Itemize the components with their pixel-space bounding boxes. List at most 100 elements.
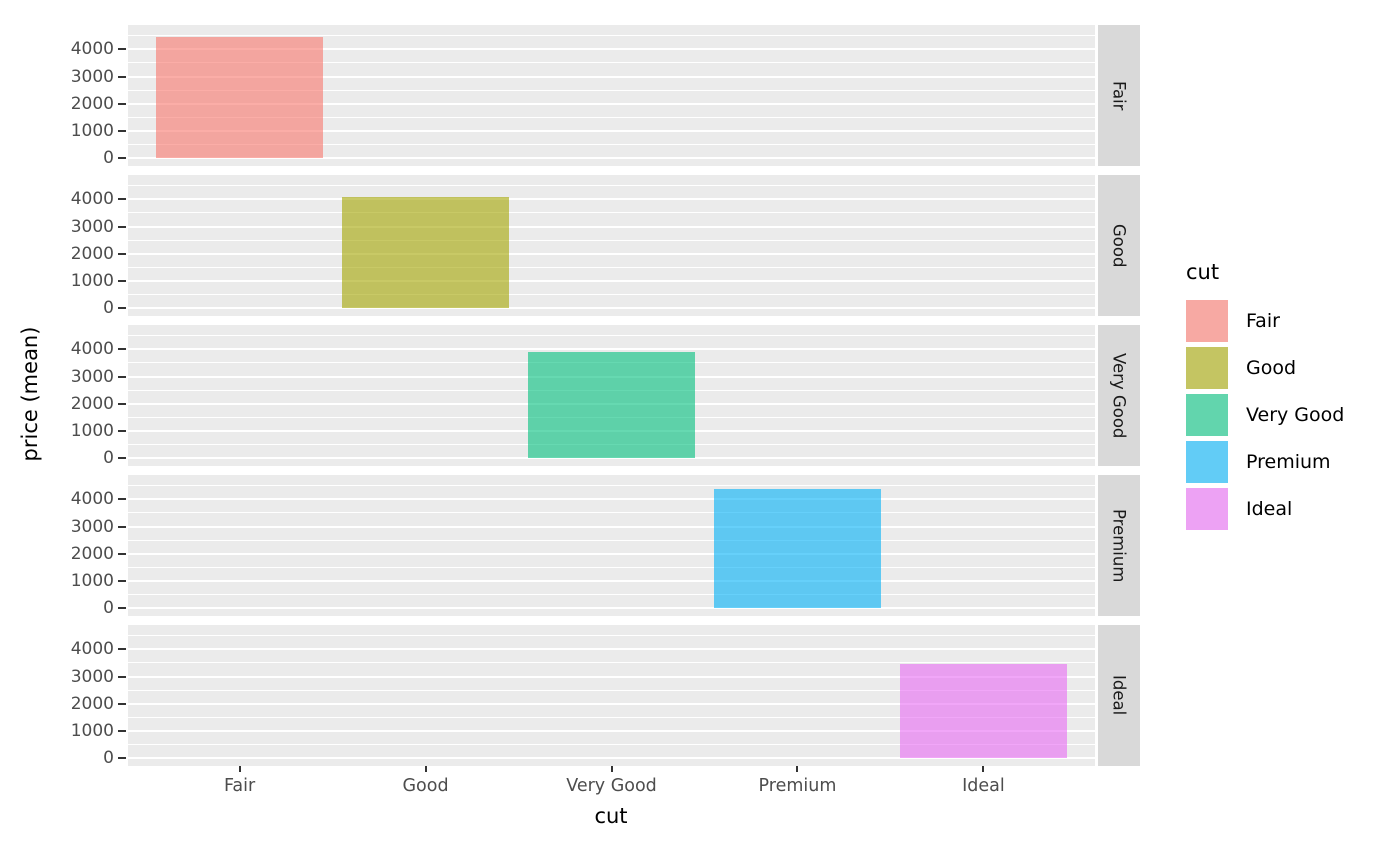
gridline-minor [128,35,1095,37]
y-tick-mark [118,429,126,432]
y-tick-label: 0 [103,147,114,168]
panel-background [128,325,1095,466]
x-axis-title: cut [594,804,628,828]
y-tick-mark [118,675,126,678]
y-tick-mark [118,129,126,132]
y-tick-mark [118,648,126,651]
facet-strip-label: Premium [1109,508,1129,583]
gridline-minor [128,743,1095,745]
y-tick-label: 2000 [70,693,114,714]
gridline-major [128,279,1095,282]
facet-row-ideal: 0 1000 2000 3000 4000 Ideal [71,625,1140,767]
gridline-major [128,579,1095,582]
y-tick-mark [118,252,126,255]
y-tick-mark [118,48,126,51]
gridline-minor [128,185,1095,187]
facet-row-very-good: 0 1000 2000 3000 4000 Very Good [71,325,1140,467]
gridline-minor [128,239,1095,241]
y-tick-label: 3000 [70,216,114,237]
gridline-major [128,525,1095,528]
y-tick-mark [118,102,126,105]
panel-background [128,25,1095,166]
y-tick-label: 0 [103,297,114,318]
y-tick-mark [118,348,126,351]
gridline-major [128,552,1095,555]
y-tick-label: 2000 [70,393,114,414]
y-tick-label: 2000 [70,243,114,264]
y-tick-label: 3000 [70,66,114,87]
y-tick-label: 1000 [70,570,114,591]
legend-key-fill [1186,441,1228,483]
facet-row-premium: 0 1000 2000 3000 4000 Premium [71,475,1140,617]
y-tick-label: 3000 [70,516,114,537]
legend-item-label: Fair [1246,310,1280,332]
gridline-major [128,702,1095,705]
legend-item-very-good: Very Good [1186,394,1344,436]
panel-background [128,175,1095,316]
x-tick-mark [610,766,613,772]
gridline-major [128,225,1095,228]
gridline-major [128,498,1095,501]
legend-key-fill [1186,347,1228,389]
facet-strip: Premium [1098,475,1140,616]
gridline-major [128,306,1095,309]
gridline-major [128,756,1095,759]
gridline-major [128,675,1095,678]
legend-key-swatch [1186,488,1228,530]
x-tick-label: Good [402,776,449,796]
y-tick-label: 1000 [70,420,114,441]
y-tick-mark [118,402,126,405]
y-tick-mark [118,198,126,201]
facet-strip: Good [1098,175,1140,316]
gridline-minor [128,593,1095,595]
gridline-minor [128,539,1095,541]
legend-item-label: Very Good [1246,404,1345,426]
bar-fair [155,37,324,158]
legend-key-swatch [1186,441,1228,483]
gridline-minor [128,512,1095,514]
x-tick-mark [424,766,427,772]
y-tick-label: 1000 [70,270,114,291]
panel-background [128,475,1095,616]
y-tick-mark [118,156,126,159]
gridline-minor [128,89,1095,91]
gridline-minor [128,62,1095,64]
gridline-minor [128,335,1095,337]
y-tick-label: 0 [103,597,114,618]
legend-item-premium: Premium [1186,441,1344,483]
gridline-minor [128,116,1095,118]
y-tick-mark [118,606,126,609]
legend-item-label: Good [1246,357,1297,379]
gridline-major [128,48,1095,51]
gridline-major [128,648,1095,651]
legend-key-fill [1186,394,1228,436]
bar-very-good [527,352,696,458]
legend-item-good: Good [1186,347,1344,389]
y-tick-mark [118,702,126,705]
gridline-major [128,129,1095,132]
legend-item-label: Ideal [1246,498,1293,520]
y-tick-mark [118,552,126,555]
y-tick-mark [118,498,126,501]
y-tick-label: 0 [103,447,114,468]
gridline-major [128,606,1095,609]
y-tick-label: 0 [103,747,114,768]
gridline-major [128,198,1095,201]
legend-key-fill [1186,488,1228,530]
y-tick-mark [118,375,126,378]
facet-strip: Fair [1098,25,1140,166]
legend: cut Fair Good Very Good Premium Ideal [1186,260,1344,535]
y-tick-mark [118,225,126,228]
y-tick-mark [118,279,126,282]
y-tick-mark [118,756,126,759]
y-tick-mark [118,525,126,528]
gridline-minor [128,716,1095,718]
gridline-minor [128,566,1095,568]
facet-strip: Ideal [1098,625,1140,766]
x-tick-label: Ideal [962,776,1005,796]
gridline-major [128,252,1095,255]
y-axis-title: price (mean) [18,326,42,462]
facet-row-good: 0 1000 2000 3000 4000 Good [71,175,1140,317]
x-tick-label: Fair [223,776,256,796]
y-tick-mark [118,729,126,732]
